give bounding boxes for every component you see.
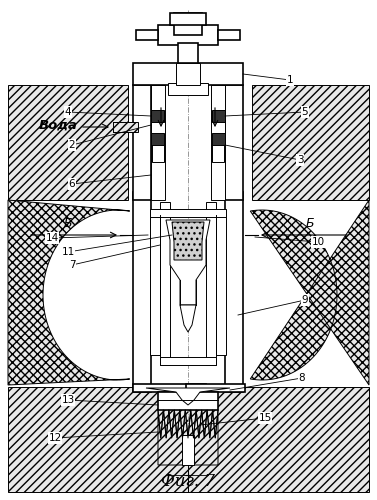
- Bar: [150, 215, 160, 355]
- Polygon shape: [180, 305, 196, 332]
- Polygon shape: [250, 200, 369, 385]
- Bar: [212, 110, 225, 122]
- Text: Фиг. 7: Фиг. 7: [161, 474, 215, 490]
- Bar: [160, 357, 216, 365]
- Text: 9: 9: [302, 295, 308, 305]
- Text: 7: 7: [69, 260, 75, 270]
- Text: 12: 12: [48, 433, 61, 443]
- Bar: [176, 63, 200, 85]
- Bar: [151, 85, 165, 200]
- Text: Вода: Вода: [38, 118, 78, 132]
- Bar: [225, 192, 243, 392]
- Bar: [133, 192, 151, 392]
- Text: 10: 10: [311, 237, 325, 247]
- Bar: [252, 85, 369, 200]
- Text: Б: Б: [64, 217, 72, 230]
- Bar: [168, 83, 208, 95]
- Bar: [218, 30, 240, 40]
- Polygon shape: [8, 200, 130, 385]
- Bar: [212, 144, 224, 162]
- Bar: [158, 392, 218, 410]
- Text: 6: 6: [69, 179, 75, 189]
- Bar: [133, 85, 151, 200]
- Text: 4: 4: [65, 107, 71, 117]
- Bar: [113, 122, 138, 132]
- Bar: [206, 202, 216, 365]
- Bar: [182, 435, 194, 465]
- Bar: [170, 13, 206, 25]
- Polygon shape: [146, 388, 230, 405]
- Bar: [150, 209, 226, 217]
- Text: 5: 5: [302, 107, 308, 117]
- Bar: [212, 133, 225, 145]
- Polygon shape: [172, 222, 204, 260]
- Text: 15: 15: [258, 413, 271, 423]
- Text: 13: 13: [61, 395, 75, 405]
- Text: 1: 1: [287, 75, 293, 85]
- Bar: [178, 43, 198, 65]
- Bar: [158, 25, 218, 45]
- Text: 8: 8: [299, 373, 305, 383]
- Bar: [152, 144, 164, 162]
- Text: 2: 2: [69, 140, 75, 150]
- Bar: [133, 63, 243, 85]
- Bar: [133, 384, 206, 392]
- Polygon shape: [158, 410, 218, 465]
- Bar: [186, 384, 245, 392]
- Text: 11: 11: [61, 247, 75, 257]
- Text: Б: Б: [306, 217, 314, 230]
- Bar: [151, 133, 164, 145]
- Text: 3: 3: [297, 155, 303, 165]
- Bar: [216, 215, 226, 355]
- Bar: [136, 30, 158, 40]
- Bar: [160, 202, 170, 365]
- Bar: [211, 85, 225, 200]
- Bar: [174, 13, 202, 35]
- Polygon shape: [166, 220, 210, 305]
- Bar: [151, 110, 164, 122]
- Bar: [8, 387, 369, 492]
- Bar: [8, 85, 128, 200]
- Bar: [225, 85, 243, 200]
- Text: 14: 14: [45, 233, 59, 243]
